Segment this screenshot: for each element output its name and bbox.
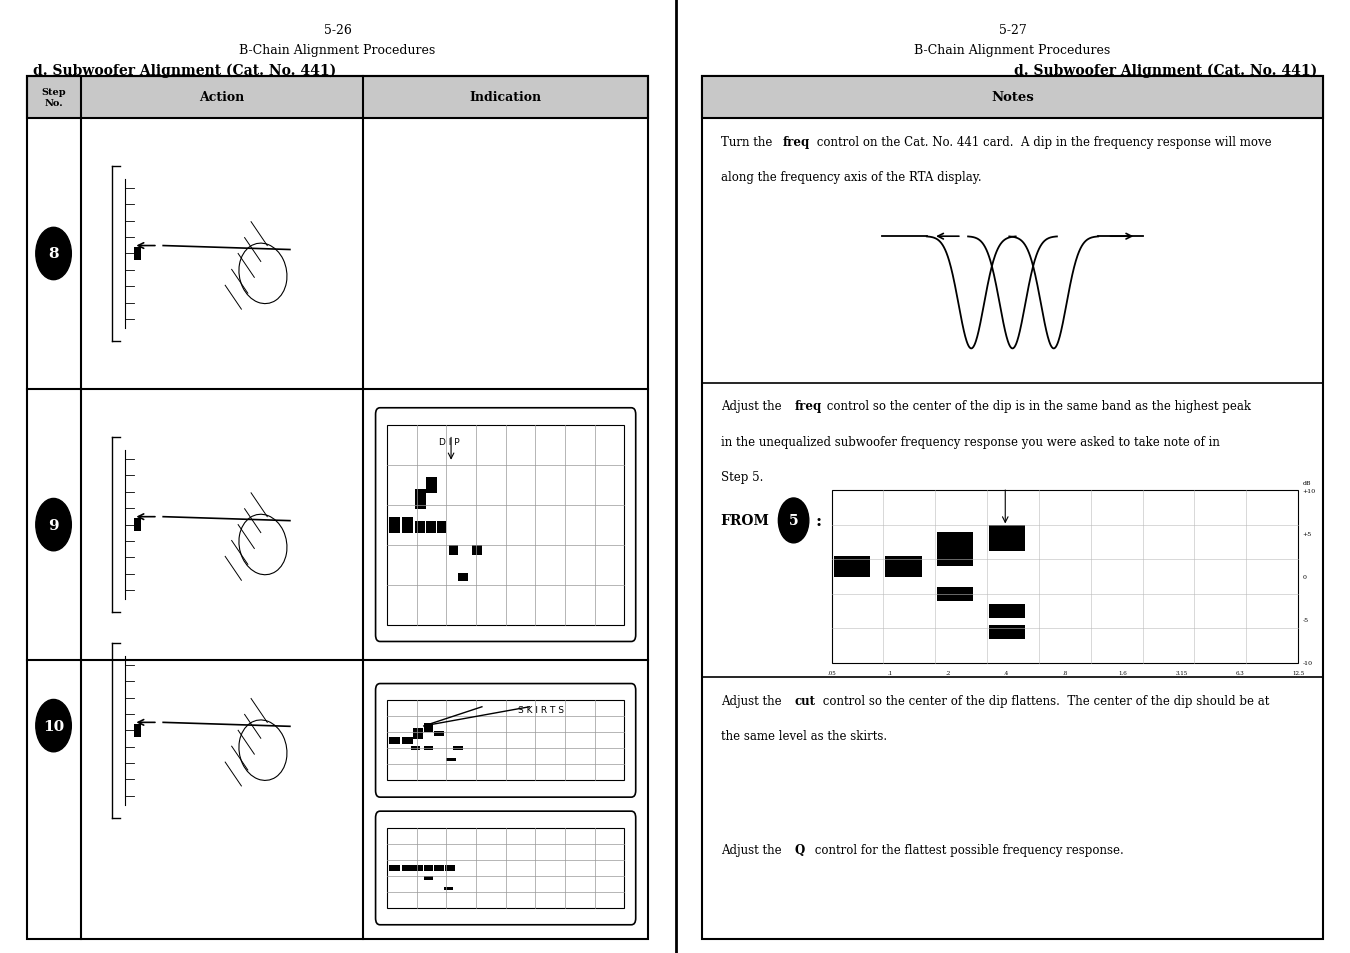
- Text: in the unequalized subwoofer frequency response you were asked to take note of i: in the unequalized subwoofer frequency r…: [721, 436, 1219, 449]
- Text: .4: .4: [1004, 670, 1010, 675]
- Bar: [416, 521, 425, 533]
- Text: Turn the: Turn the: [721, 135, 776, 149]
- Text: d. Subwoofer Alignment (Cat. No. 441): d. Subwoofer Alignment (Cat. No. 441): [32, 64, 336, 78]
- Text: control so the center of the dip flattens.  The center of the dip should be at: control so the center of the dip flatten…: [819, 694, 1269, 707]
- Text: cut: cut: [795, 694, 815, 707]
- Text: Adjust the: Adjust the: [721, 843, 784, 857]
- Bar: [435, 865, 444, 871]
- Bar: [424, 746, 433, 750]
- Bar: [413, 728, 423, 739]
- Text: Step 5.: Step 5.: [721, 471, 763, 484]
- Text: B-Chain Alignment Procedures: B-Chain Alignment Procedures: [239, 44, 436, 57]
- Bar: [990, 604, 1025, 618]
- Text: 0: 0: [1303, 575, 1307, 579]
- Bar: [447, 759, 456, 761]
- Text: 9: 9: [49, 518, 59, 532]
- Text: 8: 8: [49, 247, 59, 261]
- Text: Notes: Notes: [991, 91, 1034, 104]
- Bar: [424, 876, 433, 880]
- Bar: [424, 865, 433, 871]
- Bar: [446, 865, 455, 871]
- Text: freq: freq: [783, 135, 810, 149]
- Bar: [389, 517, 400, 533]
- Text: 5-27: 5-27: [999, 24, 1026, 36]
- Text: -5: -5: [1303, 618, 1308, 622]
- Text: .1: .1: [887, 670, 892, 675]
- Bar: [990, 625, 1025, 639]
- Bar: [472, 545, 482, 555]
- Circle shape: [36, 700, 72, 752]
- Bar: [937, 587, 973, 601]
- Bar: [937, 532, 973, 566]
- Text: along the frequency axis of the RTA display.: along the frequency axis of the RTA disp…: [721, 172, 981, 184]
- Bar: [413, 865, 423, 871]
- FancyBboxPatch shape: [375, 811, 636, 924]
- Bar: [702, 77, 1323, 119]
- Text: 3.15: 3.15: [1176, 670, 1188, 675]
- Text: control for the flattest possible frequency response.: control for the flattest possible freque…: [811, 843, 1125, 857]
- Text: +10: +10: [1303, 488, 1316, 493]
- Text: FROM: FROM: [721, 514, 770, 528]
- Text: 10: 10: [43, 719, 65, 733]
- Text: freq: freq: [795, 400, 822, 413]
- Text: 5-26: 5-26: [324, 24, 351, 36]
- Bar: [427, 521, 436, 533]
- Bar: [387, 425, 624, 625]
- Bar: [416, 489, 427, 509]
- Text: control so the center of the dip is in the same band as the highest peak: control so the center of the dip is in t…: [824, 400, 1251, 413]
- Text: Step
No.: Step No.: [42, 88, 66, 108]
- Text: -10: -10: [1303, 660, 1312, 666]
- FancyBboxPatch shape: [375, 684, 636, 798]
- Bar: [410, 746, 420, 750]
- Text: :: :: [815, 513, 822, 529]
- Text: B-Chain Alignment Procedures: B-Chain Alignment Procedures: [914, 44, 1111, 57]
- Circle shape: [36, 499, 72, 551]
- Bar: [833, 557, 869, 577]
- Bar: [27, 77, 648, 119]
- Bar: [458, 573, 467, 581]
- Circle shape: [779, 498, 809, 543]
- Text: the same level as the skirts.: the same level as the skirts.: [721, 730, 887, 742]
- Bar: [424, 723, 433, 733]
- Text: Action: Action: [198, 91, 244, 104]
- Bar: [437, 521, 447, 533]
- Text: .8: .8: [1062, 670, 1068, 675]
- Text: .2: .2: [945, 670, 950, 675]
- Bar: [134, 724, 140, 737]
- Text: control on the Cat. No. 441 card.  A dip in the frequency response will move: control on the Cat. No. 441 card. A dip …: [813, 135, 1272, 149]
- Text: Q: Q: [795, 843, 805, 857]
- Bar: [427, 477, 437, 493]
- Text: 6.3: 6.3: [1235, 670, 1245, 675]
- FancyBboxPatch shape: [375, 408, 636, 641]
- Text: 12.5: 12.5: [1292, 670, 1304, 675]
- Text: dB: dB: [1303, 481, 1311, 486]
- Text: Adjust the: Adjust the: [721, 400, 784, 413]
- Bar: [387, 828, 624, 908]
- Bar: [402, 517, 413, 533]
- Bar: [448, 545, 458, 555]
- Text: d. Subwoofer Alignment (Cat. No. 441): d. Subwoofer Alignment (Cat. No. 441): [1014, 64, 1318, 78]
- Bar: [444, 887, 454, 890]
- Text: +5: +5: [1303, 531, 1312, 537]
- Bar: [402, 738, 413, 743]
- Text: 5: 5: [788, 514, 798, 528]
- Bar: [134, 248, 140, 260]
- Bar: [134, 518, 140, 532]
- Bar: [832, 491, 1299, 663]
- Bar: [389, 738, 400, 743]
- Bar: [389, 865, 400, 871]
- Text: D I P: D I P: [439, 437, 460, 446]
- Text: Adjust the: Adjust the: [721, 694, 784, 707]
- Text: S K I R T S: S K I R T S: [517, 705, 563, 715]
- Bar: [435, 731, 444, 737]
- Bar: [454, 746, 463, 750]
- Bar: [387, 700, 624, 781]
- Text: 1.6: 1.6: [1119, 670, 1127, 675]
- Bar: [886, 557, 922, 577]
- Circle shape: [36, 228, 72, 280]
- Bar: [990, 525, 1025, 551]
- Text: .05: .05: [828, 670, 836, 675]
- Text: Indication: Indication: [470, 91, 541, 104]
- Bar: [402, 865, 413, 871]
